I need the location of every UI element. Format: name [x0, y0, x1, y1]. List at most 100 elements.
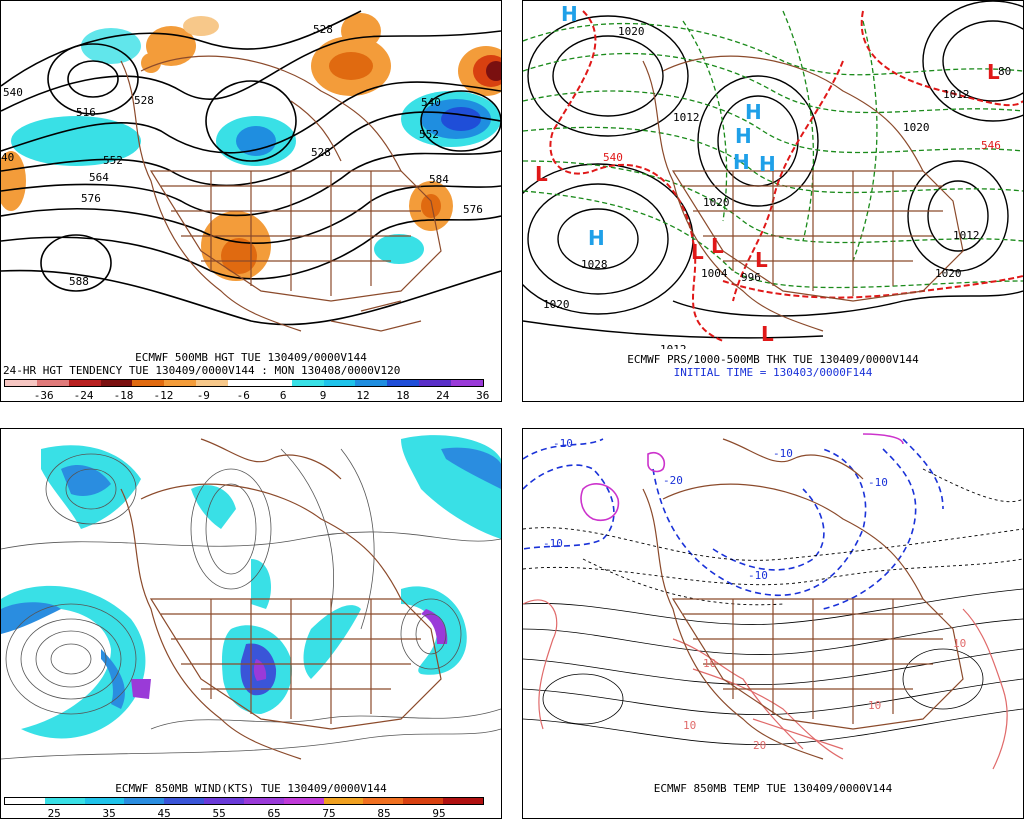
- svg-text:-10: -10: [553, 437, 573, 450]
- low-center: L: [761, 322, 774, 346]
- low-center: L: [691, 240, 704, 264]
- above-freezing-isotherms: [523, 599, 1008, 770]
- svg-text:-10: -10: [773, 447, 793, 460]
- svg-text:20: 20: [753, 739, 766, 752]
- colorbar-swatch: [44, 798, 85, 804]
- svg-text:576: 576: [463, 203, 483, 216]
- colorbar-tick-label: 55: [212, 807, 226, 819]
- svg-text:528: 528: [134, 94, 154, 107]
- cool-isotherms: [523, 468, 1023, 606]
- colorbar-tick-label: 9: [319, 389, 327, 402]
- svg-text:552: 552: [103, 154, 123, 167]
- colorbar-tick-label: 65: [267, 807, 281, 819]
- colorbar-swatch: [204, 798, 244, 804]
- caption-pressure: ECMWF PRS/1000-500MB THK TUE 130409/0000…: [627, 353, 919, 366]
- colorbar-tick-label: 24: [436, 389, 450, 402]
- svg-text:1020: 1020: [903, 121, 930, 134]
- map-pressure-thickness: 1028 1020 1012 1020 1020 1012 1020 1012 …: [523, 1, 1023, 349]
- colorbar-swatch: [355, 380, 388, 386]
- colorbar-swatch: [363, 798, 404, 804]
- colorbar-tick-label: 85: [377, 807, 391, 819]
- svg-text:1028: 1028: [581, 258, 608, 271]
- colorbar-tick-label: -18: [113, 389, 134, 402]
- svg-text:-10: -10: [748, 569, 768, 582]
- svg-text:10: 10: [683, 719, 696, 732]
- high-center: H: [759, 152, 776, 176]
- svg-text:10: 10: [703, 657, 716, 670]
- colorbar-tick-label: 95: [432, 807, 446, 819]
- high-center: H: [588, 226, 605, 250]
- svg-text:996: 996: [741, 271, 761, 284]
- svg-text:528: 528: [311, 146, 331, 159]
- svg-text:584: 584: [429, 173, 449, 186]
- high-center: H: [745, 100, 762, 124]
- svg-text:1012: 1012: [953, 229, 980, 242]
- colorbar-swatch: [68, 380, 101, 386]
- svg-text:1020: 1020: [543, 298, 570, 311]
- contour-labels: 540 516 528 528 552 564 576 588 40 528 5…: [1, 23, 483, 288]
- geography-lines: [642, 438, 964, 760]
- colorbar-tick-label: -36: [33, 389, 54, 402]
- colorbar-swatch: [124, 798, 165, 804]
- svg-text:1004: 1004: [701, 267, 728, 280]
- colorbar-tick-label: -12: [153, 389, 174, 402]
- svg-text:1012: 1012: [660, 343, 687, 349]
- panel-500mb-height: 540 516 528 528 552 564 576 588 40 528 5…: [0, 0, 502, 402]
- colorbar-swatch: [132, 380, 165, 386]
- wind-speed-fills: [1, 435, 501, 739]
- temp-labels: -10 -20 -10 -10 -10 -10 10 10 10 10 20: [543, 437, 966, 752]
- svg-text:546: 546: [981, 139, 1001, 152]
- colorbar-swatch: [5, 380, 37, 386]
- tendency-colorbar-ticks: -36 -24 -18 -12 -9 -6 6 9 12 18 24 36: [4, 389, 490, 402]
- low-center: L: [535, 162, 548, 186]
- svg-text:-20: -20: [663, 474, 683, 487]
- colorbar-swatch: [259, 380, 292, 386]
- tendency-fills: [1, 13, 501, 281]
- svg-text:-10: -10: [543, 537, 563, 550]
- colorbar-swatch: [323, 798, 364, 804]
- high-center: H: [561, 2, 578, 26]
- svg-text:80: 80: [998, 65, 1011, 78]
- colorbar-swatch: [387, 380, 420, 386]
- pressure-centers: H H H H H H L L L L L L: [535, 2, 1000, 346]
- svg-text:576: 576: [81, 192, 101, 205]
- svg-text:516: 516: [76, 106, 96, 119]
- colorbar-swatch: [228, 380, 260, 386]
- colorbar-swatch: [5, 798, 45, 804]
- thickness-lines: [523, 10, 1023, 289]
- caption-500mb: ECMWF 500MB HGT TUE 130409/0000V144: [135, 351, 367, 364]
- caption-initial-time: INITIAL TIME = 130403/0000F144: [673, 366, 873, 379]
- colorbar-tick-label: -9: [196, 389, 210, 402]
- svg-text:40: 40: [1, 151, 14, 164]
- colorbar-swatch: [164, 380, 197, 386]
- svg-text:10: 10: [868, 699, 881, 712]
- caption-850mb-wind: ECMWF 850MB WIND(KTS) TUE 130409/0000V14…: [115, 782, 387, 795]
- svg-text:10: 10: [953, 637, 966, 650]
- pressure-labels: 1028 1020 1012 1020 1020 1012 1020 1012 …: [543, 25, 1011, 349]
- caption-tendency: 24-HR HGT TENDENCY TUE 130409/0000V144 :…: [3, 364, 401, 377]
- svg-text:540: 540: [603, 151, 623, 164]
- svg-text:1020: 1020: [935, 267, 962, 280]
- colorbar-tick-label: 18: [396, 389, 410, 402]
- colorbar-swatch: [451, 380, 483, 386]
- colorbar-swatch: [100, 380, 133, 386]
- colorbar-swatch: [243, 798, 284, 804]
- tendency-colorbar: [4, 379, 484, 387]
- colorbar-swatch: [323, 380, 356, 386]
- high-center: H: [735, 124, 752, 148]
- colorbar-tick-label: 35: [102, 807, 116, 819]
- map-850mb-wind: [1, 435, 501, 760]
- geography-lines: [642, 55, 964, 332]
- extreme-cold-isotherm: [580, 433, 904, 521]
- panel-pressure-thickness: 1028 1020 1012 1020 1020 1012 1020 1012 …: [522, 0, 1024, 402]
- low-center: L: [755, 248, 768, 272]
- high-center: H: [733, 150, 750, 174]
- panel-850mb-temp: -10 -20 -10 -10 -10 -10 10 10 10 10 20 E…: [522, 428, 1024, 819]
- wind-colorbar: [4, 797, 484, 805]
- svg-text:540: 540: [3, 86, 23, 99]
- low-center: L: [987, 60, 1000, 84]
- colorbar-tick-label: 36: [476, 389, 490, 402]
- svg-text:1020: 1020: [618, 25, 645, 38]
- colorbar-tick-label: -24: [73, 389, 94, 402]
- svg-text:564: 564: [89, 171, 109, 184]
